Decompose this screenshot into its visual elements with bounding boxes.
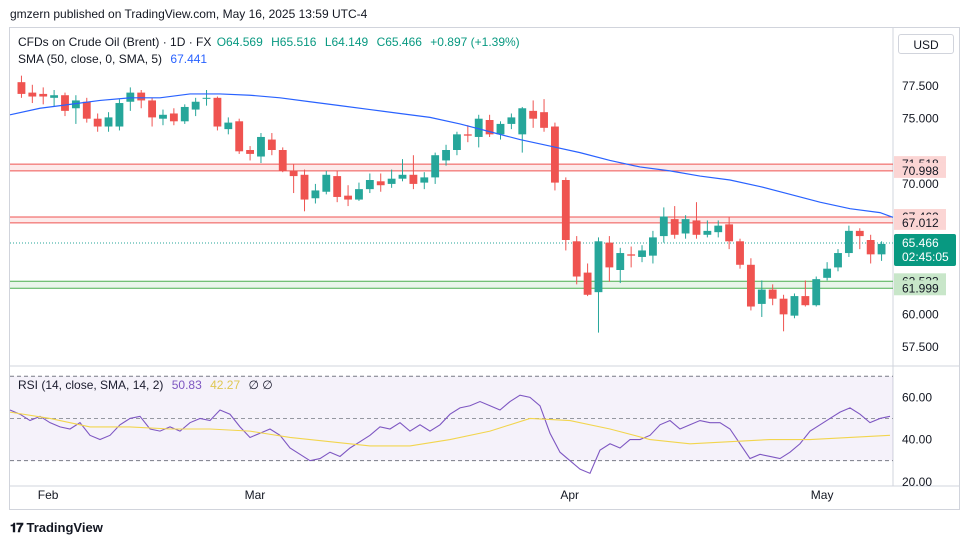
sma-legend[interactable]: SMA (50, close, 0, SMA, 5) 67.441 — [18, 52, 207, 66]
rsi-label: RSI (14, close, SMA, 14, 2) — [18, 378, 164, 392]
currency-button[interactable]: USD — [898, 34, 954, 54]
rsi-legend[interactable]: RSI (14, close, SMA, 14, 2) 50.83 42.27 … — [18, 378, 273, 392]
chart-frame — [9, 27, 960, 510]
symbol-title: CFDs on Crude Oil (Brent) · 1D · FX — [18, 35, 212, 49]
published-header: gmzern published on TradingView.com, May… — [10, 7, 368, 21]
rsi-sma-value: 42.27 — [210, 378, 241, 392]
rsi-value: 50.83 — [171, 378, 202, 392]
footer-brand-label: TradingView — [26, 520, 103, 535]
ohlc-close: C65.466 — [376, 35, 422, 49]
footer-brand[interactable]: 𝟏𝟕 TradingView — [10, 520, 103, 536]
symbol-legend[interactable]: CFDs on Crude Oil (Brent) · 1D · FX O64.… — [18, 35, 520, 49]
ohlc-high: H65.516 — [271, 35, 317, 49]
tradingview-logo-icon: 𝟏𝟕 — [10, 520, 24, 535]
rsi-extra: ∅ ∅ — [248, 378, 273, 392]
sma-label: SMA (50, close, 0, SMA, 5) — [18, 52, 163, 66]
price-change: +0.897 (+1.39%) — [430, 35, 520, 49]
ohlc-low: L64.149 — [324, 35, 369, 49]
ohlc-open: O64.569 — [216, 35, 263, 49]
sma-value: 67.441 — [170, 52, 208, 66]
